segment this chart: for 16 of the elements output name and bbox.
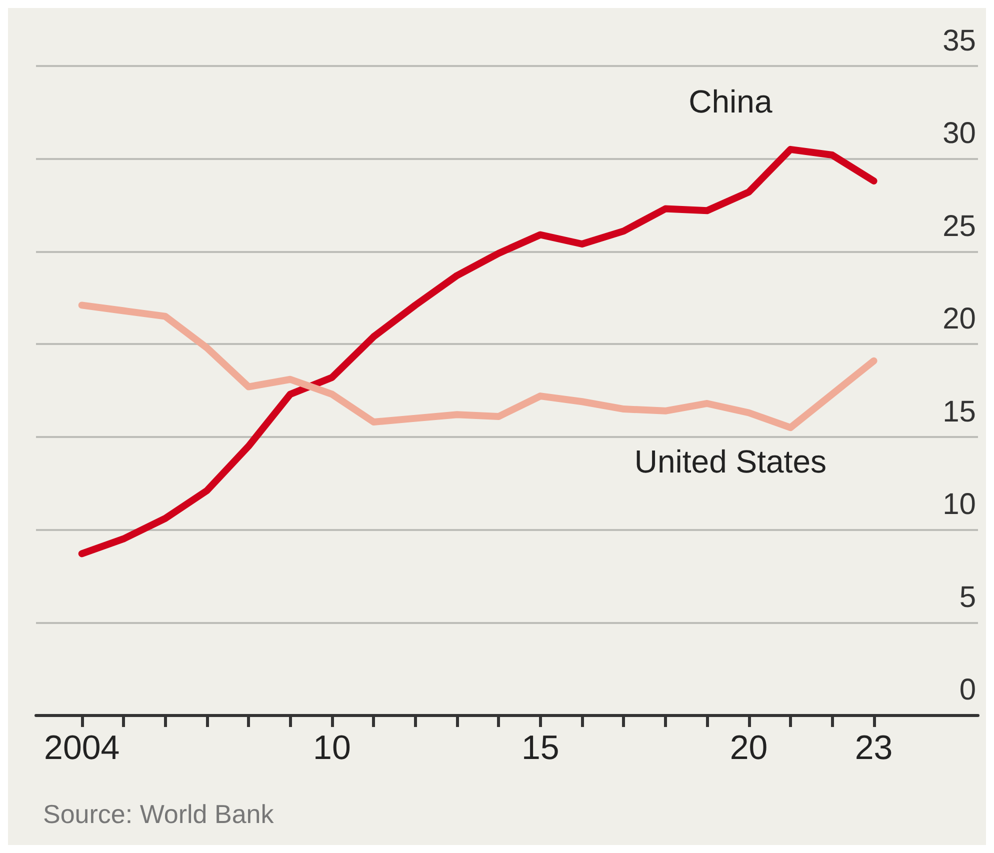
y-tick-label: 15 (942, 395, 976, 428)
y-tick-label: 35 (942, 24, 976, 58)
series-label: United States (634, 444, 826, 480)
y-tick-label: 10 (942, 488, 976, 522)
y-tick-label: 0 (959, 674, 976, 706)
y-tick-label: 25 (942, 210, 976, 243)
x-tick-label: 2004 (44, 729, 120, 767)
y-tick-label: 5 (959, 580, 976, 614)
y-tick-label: 20 (942, 302, 976, 336)
x-tick-label: 10 (313, 729, 351, 767)
x-tick-label: 23 (854, 729, 893, 767)
x-tick-label: 20 (730, 729, 768, 767)
source-note: Source: World Bank (43, 799, 275, 829)
y-tick-label: 30 (942, 117, 976, 150)
series-label: China (688, 83, 772, 120)
x-tick-label: 15 (521, 729, 560, 767)
